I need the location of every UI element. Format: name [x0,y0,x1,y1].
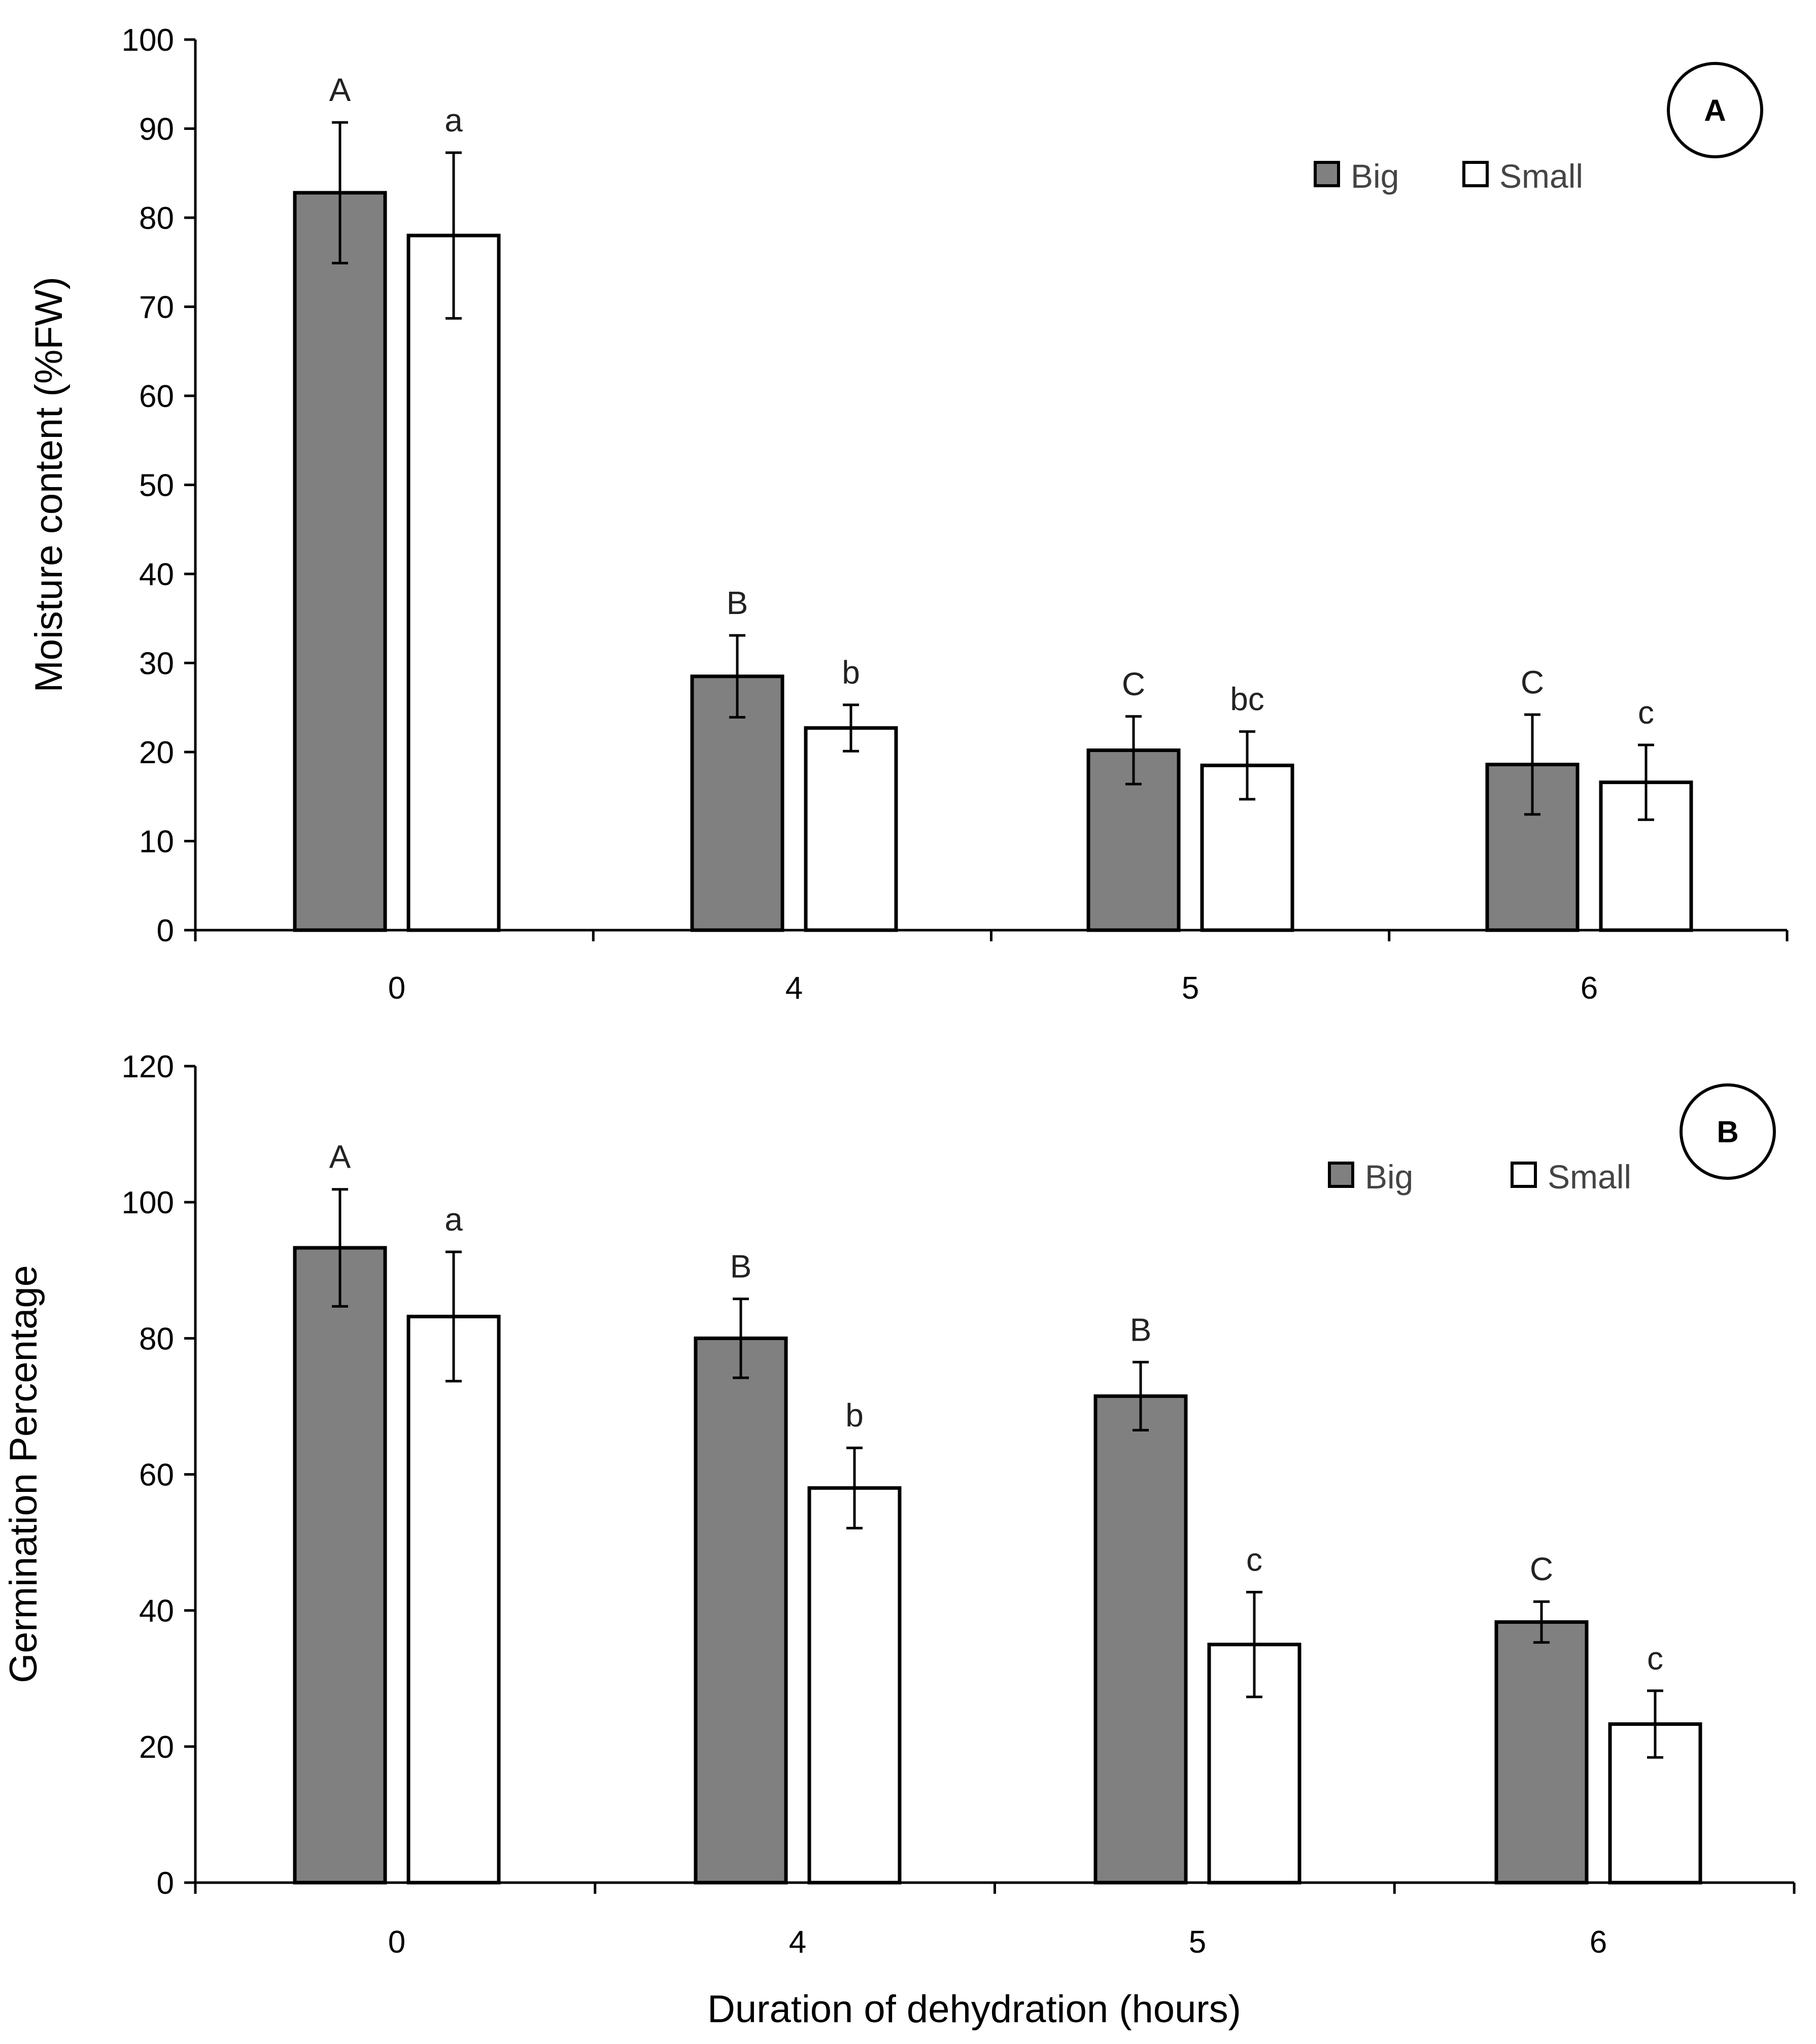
significance-label: C [1521,664,1544,700]
x-tick-label: 6 [1581,971,1598,1006]
bar-small [1207,1643,1301,1885]
y-tick-label: 100 [122,23,174,58]
y-tick-label: 70 [139,290,174,325]
bar-small [1200,763,1294,932]
y-tick-label: 0 [157,913,174,948]
y-tick-label: 60 [139,1458,174,1493]
significance-label: B [727,585,748,621]
bar-small [406,1314,501,1885]
significance-label: B [1130,1311,1152,1348]
legend-label-big: Big [1351,157,1399,195]
significance-label: c [1638,694,1654,731]
significance-label: A [329,72,351,108]
bar-big [293,191,387,932]
x-tick-label: 0 [388,1925,405,1960]
legend-label-small: Small [1548,1158,1631,1196]
significance-label: b [845,1397,864,1434]
bar-big [293,1246,387,1885]
bar-small [804,726,898,932]
x-tick-label: 6 [1590,1925,1607,1960]
legend-swatch-big [1328,1162,1354,1188]
x-tick-label: 4 [789,1925,806,1960]
y-tick-label: 80 [139,201,174,236]
y-tick-label: 120 [122,1049,174,1084]
significance-label: a [444,102,463,139]
panel-letter: A [1704,93,1726,127]
panel-letter: B [1717,1115,1738,1149]
legend-swatch-small [1511,1162,1537,1188]
legend-swatch-big [1314,161,1340,187]
bar-small [406,233,501,932]
legend-swatch-small [1462,161,1489,187]
significance-label: C [1530,1551,1553,1587]
y-tick-label: 0 [157,1866,174,1901]
y-tick-label: 30 [139,646,174,682]
panel-a: 0 10 20 30 40 50 60 70 80 90 100 0 4 5 6 A B C Ca b bc c Moist… [27,23,1789,1006]
y-tick-label: 20 [139,735,174,770]
legend-label-big: Big [1365,1158,1413,1196]
significance-label: b [842,654,860,691]
y-tick-label: 90 [139,112,174,147]
significance-label: c [1647,1640,1663,1677]
y-tick-label: 10 [139,825,174,860]
y-tick-label: 60 [139,379,174,414]
bar-big [1093,1394,1188,1885]
legend-label-small: Small [1499,157,1583,195]
significance-label: C [1122,666,1145,702]
y-tick-label: 40 [139,1594,174,1629]
bar-big [1494,1620,1589,1885]
legend: Big Small [1328,1158,1631,1196]
y-tick-label: 20 [139,1730,174,1765]
significance-label: A [329,1139,351,1175]
x-tick-label: 5 [1182,971,1199,1006]
x-axis-title: Duration of dehydration (hours) [707,1988,1241,2031]
y-tick-label: 80 [139,1321,174,1356]
bar-big [694,1336,788,1885]
panel-badge [1667,62,1763,158]
panel-b: 0 20 40 60 80 100 120 0 4 5 6 A B B Ca b c c Germination P… [2,1049,1796,2031]
y-tick-label: 100 [122,1185,174,1220]
significance-label: c [1246,1541,1262,1578]
x-tick-label: 4 [785,971,803,1006]
y-axis-title: Moisture content (%FW) [27,277,71,692]
x-tick-label: 5 [1189,1925,1206,1960]
panel-badge [1680,1083,1776,1180]
legend: Big Small [1314,157,1583,195]
significance-label: bc [1230,681,1264,718]
bar-small [807,1486,902,1885]
y-tick-label: 50 [139,468,174,503]
significance-label: a [444,1201,463,1238]
x-tick-label: 0 [388,971,405,1006]
y-tick-label: 40 [139,557,174,592]
significance-label: B [730,1248,752,1285]
y-axis-title: Germination Percentage [2,1265,45,1683]
